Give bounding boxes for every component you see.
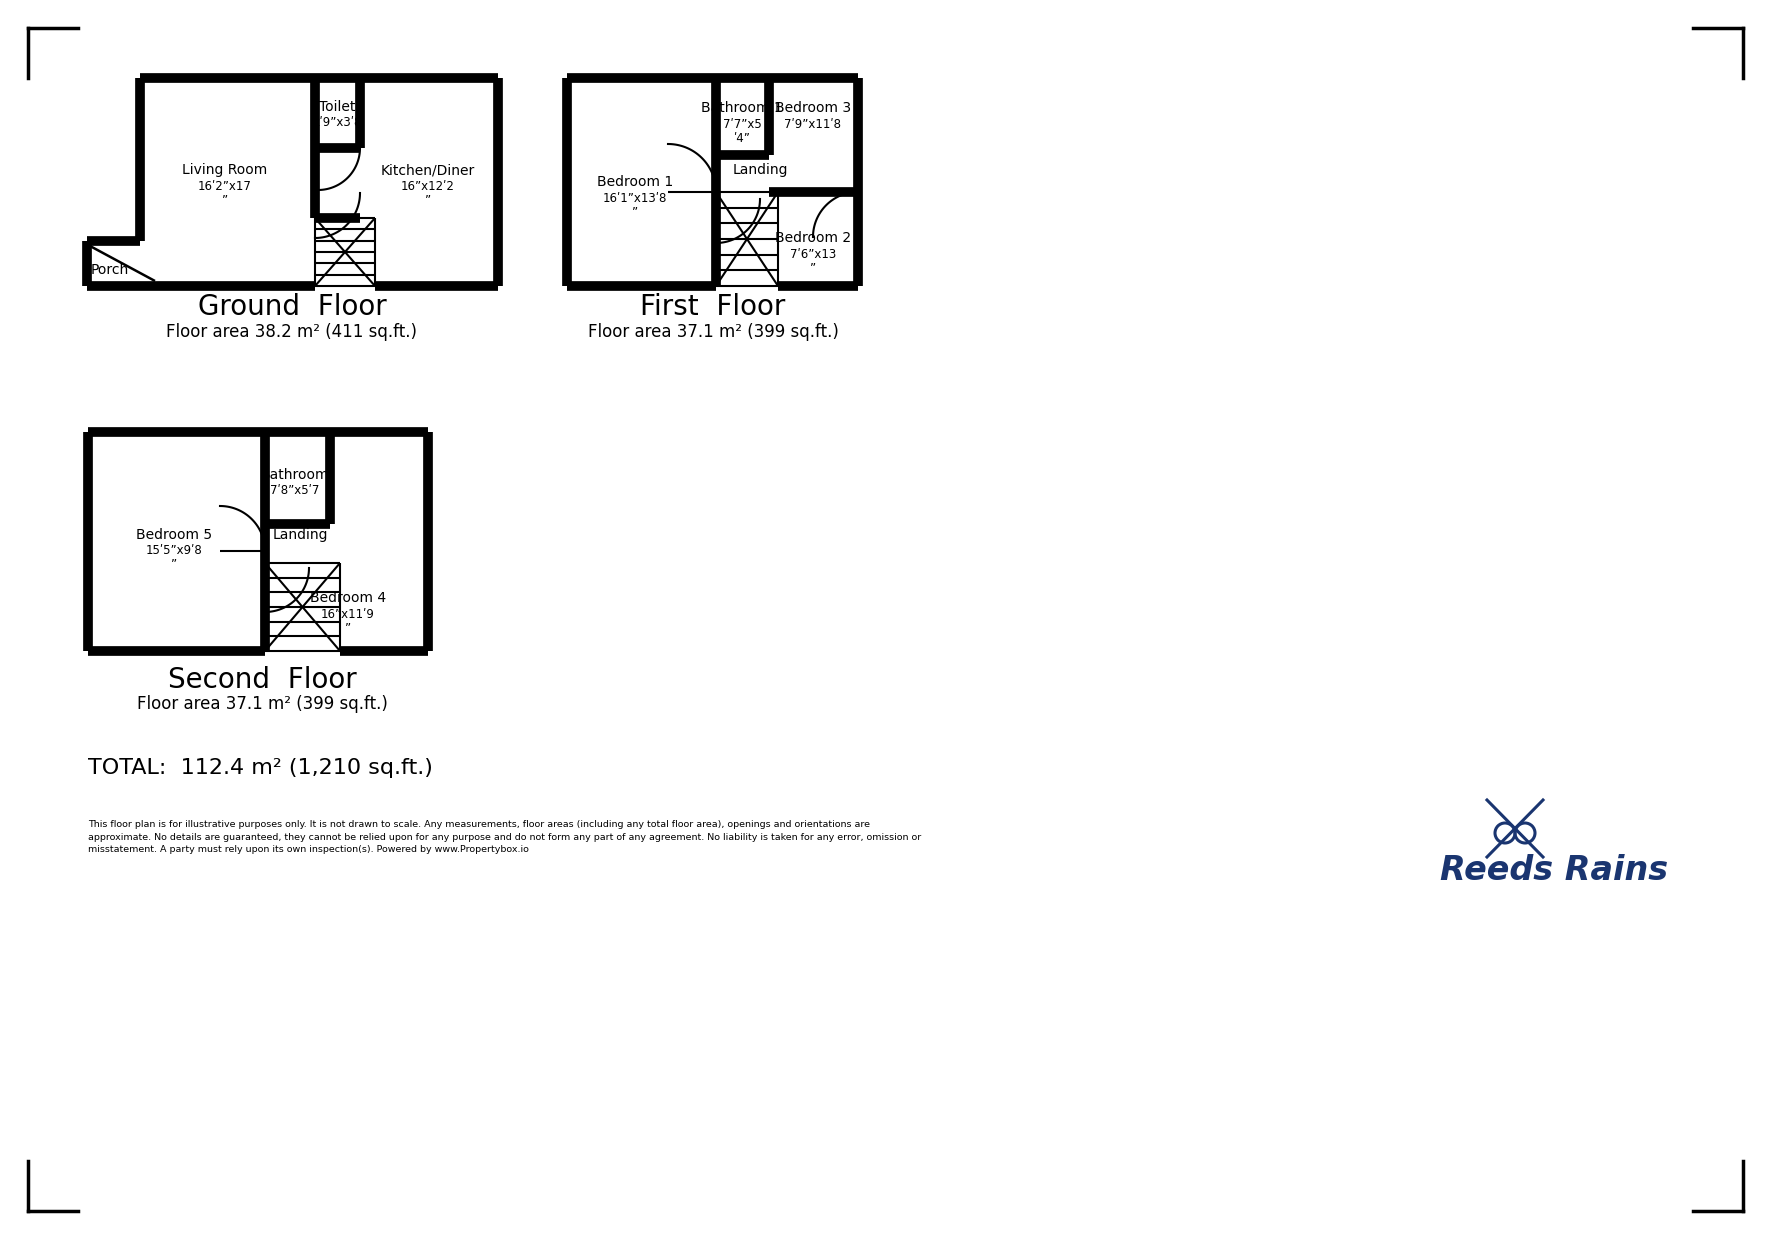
Text: ”: ” — [221, 193, 228, 207]
Text: ”: ” — [345, 622, 351, 634]
Text: This floor plan is for illustrative purposes only. It is not drawn to scale. Any: This floor plan is for illustrative purp… — [89, 820, 921, 854]
Text: Floor area 38.2 m² (411 sq.ft.): Floor area 38.2 m² (411 sq.ft.) — [166, 323, 418, 341]
Text: 16”x12ʹ2: 16”x12ʹ2 — [400, 180, 455, 192]
Text: 16ʹ2”x17: 16ʹ2”x17 — [198, 180, 251, 192]
Text: TOTAL:  112.4 m² (1,210 sq.ft.): TOTAL: 112.4 m² (1,210 sq.ft.) — [89, 758, 432, 778]
Text: Bedroom 2: Bedroom 2 — [776, 230, 852, 245]
Text: Landing: Landing — [731, 164, 788, 177]
Text: Bedroom 4: Bedroom 4 — [310, 591, 386, 605]
Text: 7ʹ8”x5ʹ7: 7ʹ8”x5ʹ7 — [271, 484, 321, 498]
Text: Bedroom 5: Bedroom 5 — [136, 528, 213, 541]
Text: ”: ” — [632, 206, 638, 218]
Text: Bedroom 3: Bedroom 3 — [776, 102, 852, 115]
Text: 2ʹ9”x3ʹ8: 2ʹ9”x3ʹ8 — [312, 116, 361, 130]
Text: Toilet: Toilet — [319, 100, 356, 114]
Text: Bathroom 1: Bathroom 1 — [701, 102, 783, 115]
Text: First  Floor: First Floor — [641, 292, 786, 321]
Text: 16”x11ʹ9: 16”x11ʹ9 — [321, 607, 375, 621]
Text: Bathroom: Bathroom — [260, 468, 329, 482]
Text: 7ʹ7”x5: 7ʹ7”x5 — [723, 118, 762, 130]
Text: Living Room: Living Room — [182, 164, 267, 177]
Text: Floor area 37.1 m² (399 sq.ft.): Floor area 37.1 m² (399 sq.ft.) — [588, 323, 838, 341]
Text: ”: ” — [809, 261, 816, 275]
Text: ”: ” — [425, 193, 430, 207]
Text: 15ʹ5”x9ʹ8: 15ʹ5”x9ʹ8 — [145, 544, 202, 558]
Text: 7ʹ6”x13: 7ʹ6”x13 — [790, 248, 836, 260]
Text: Landing: Landing — [273, 528, 328, 541]
Text: Porch: Porch — [90, 263, 129, 278]
Text: Floor area 37.1 m² (399 sq.ft.): Floor area 37.1 m² (399 sq.ft.) — [136, 695, 388, 712]
Text: Kitchen/Diner: Kitchen/Diner — [381, 164, 475, 177]
Text: ʹ4”: ʹ4” — [733, 131, 751, 145]
Text: Ground  Floor: Ground Floor — [198, 292, 386, 321]
Text: 7ʹ9”x11ʹ8: 7ʹ9”x11ʹ8 — [785, 118, 841, 130]
Text: Second  Floor: Second Floor — [168, 667, 356, 694]
Text: 16ʹ1”x13ʹ8: 16ʹ1”x13ʹ8 — [602, 192, 668, 204]
Text: Bedroom 1: Bedroom 1 — [597, 175, 673, 190]
Text: ”: ” — [172, 559, 177, 571]
Text: Reeds Rains: Reeds Rains — [1440, 854, 1668, 886]
